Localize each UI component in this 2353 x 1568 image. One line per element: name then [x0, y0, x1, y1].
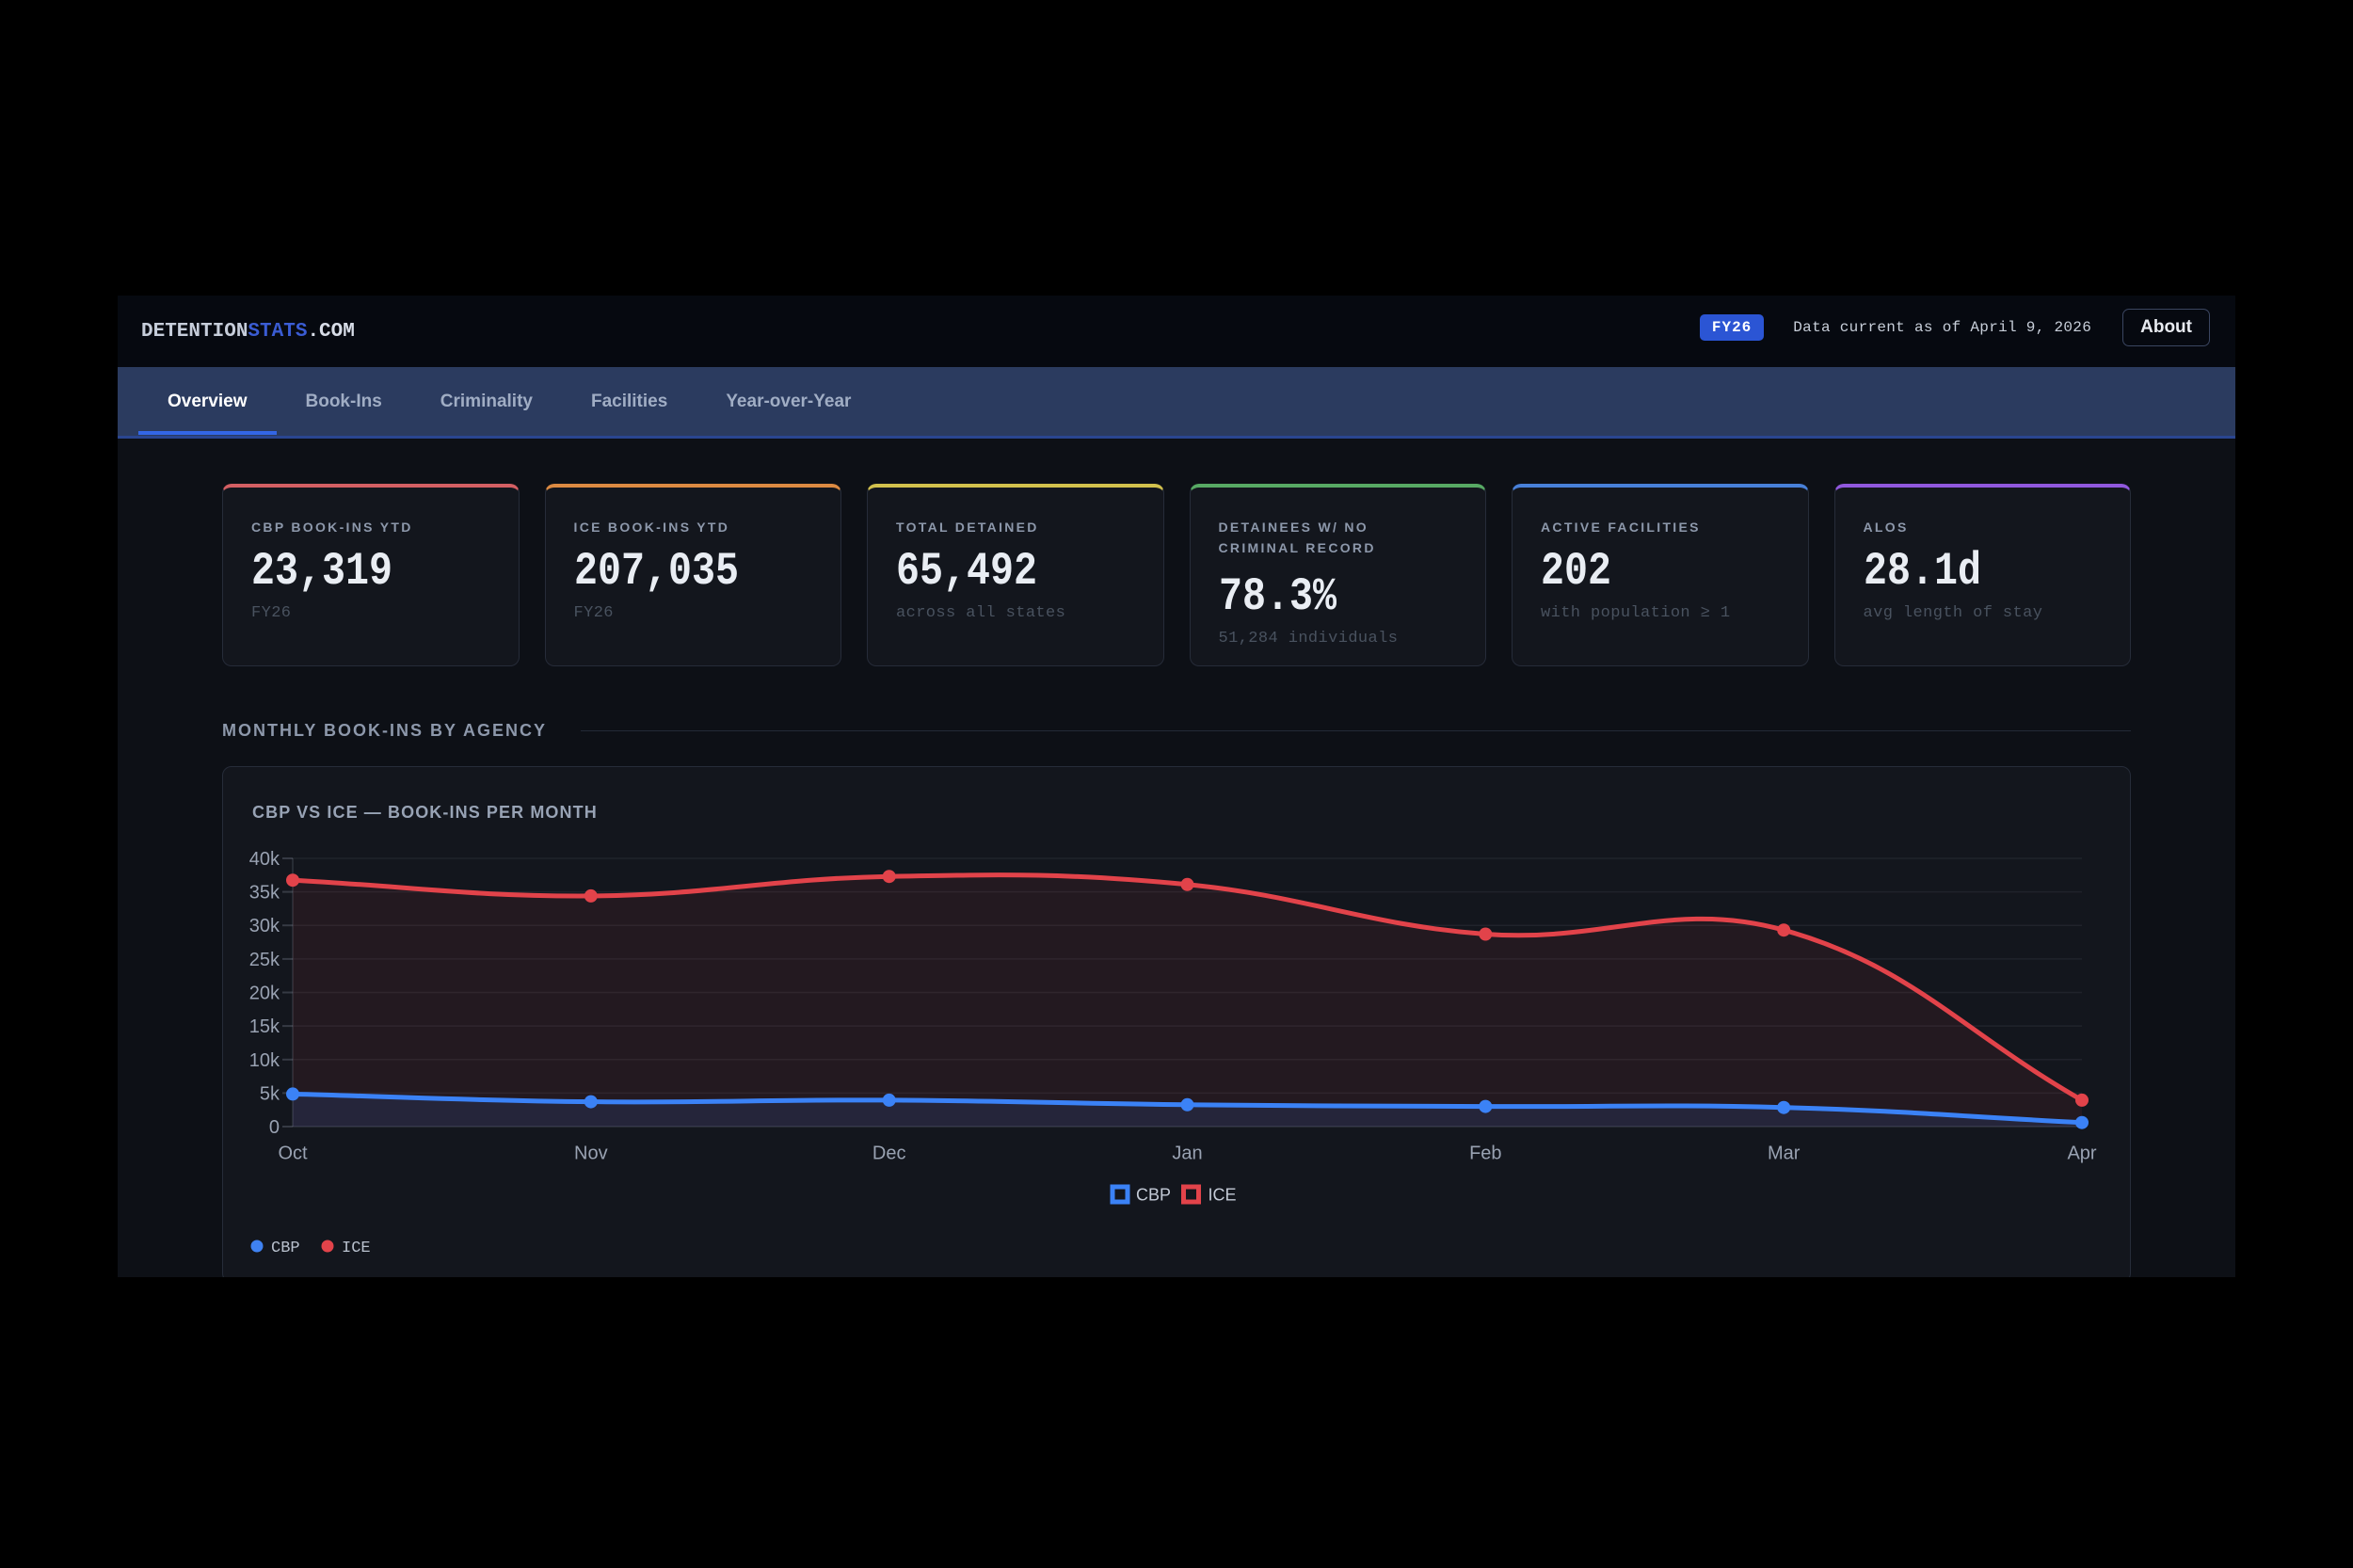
svg-text:0: 0 — [269, 1117, 280, 1138]
svg-text:Jan: Jan — [1172, 1144, 1202, 1164]
svg-text:20k: 20k — [249, 984, 280, 1004]
svg-text:Nov: Nov — [574, 1144, 608, 1164]
svg-text:Apr: Apr — [2067, 1144, 2096, 1164]
svg-text:ICE: ICE — [1209, 1186, 1237, 1205]
svg-text:10k: 10k — [249, 1050, 280, 1071]
svg-text:Feb: Feb — [1469, 1144, 1501, 1164]
svg-text:25k: 25k — [249, 950, 280, 970]
svg-text:CBP: CBP — [1136, 1186, 1171, 1205]
svg-text:5k: 5k — [260, 1083, 280, 1104]
svg-text:40k: 40k — [249, 849, 280, 870]
svg-text:30k: 30k — [249, 916, 280, 936]
svg-text:Dec: Dec — [872, 1144, 906, 1164]
svg-text:15k: 15k — [249, 1016, 280, 1037]
svg-text:ICE: ICE — [342, 1240, 371, 1257]
svg-text:CBP: CBP — [271, 1240, 300, 1257]
svg-text:Oct: Oct — [278, 1144, 308, 1164]
svg-text:Mar: Mar — [1768, 1144, 1801, 1164]
svg-text:35k: 35k — [249, 883, 280, 904]
